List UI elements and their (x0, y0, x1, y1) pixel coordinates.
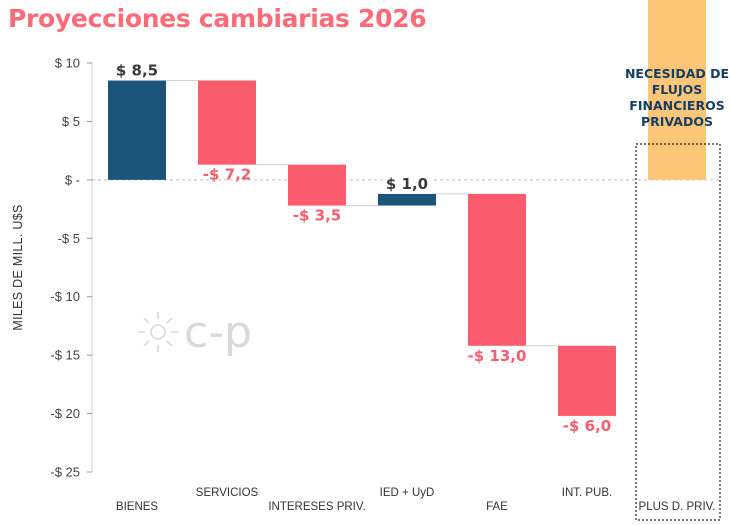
x-tick-label: SERVICIOS (196, 487, 259, 499)
data-label: $ 1,0 (386, 175, 428, 193)
data-label: -$ 7,2 (203, 166, 251, 184)
chart-title: Proyecciones cambiarias 2026 (8, 4, 427, 33)
bar (108, 80, 166, 180)
y-tick-label: $ 10 (55, 56, 80, 71)
x-tick-label: INTERESES PRIV. (268, 501, 365, 513)
bar (198, 80, 256, 165)
bar (468, 193, 526, 346)
bar (288, 164, 346, 206)
y-tick-label: $ - (65, 172, 80, 187)
annotation-line: FLUJOS (652, 82, 703, 97)
x-tick-label: BIENES (116, 501, 159, 513)
annotation-line: PRIVADOS (641, 114, 713, 129)
x-tick-label: PLUS D. PRIV. (639, 501, 716, 513)
bar (648, 0, 706, 180)
data-label: -$ 6,0 (563, 417, 611, 435)
y-tick-label: -$ 5 (58, 231, 80, 246)
watermark-text: c-p (184, 307, 252, 358)
annotation-line: NECESIDAD DE (625, 66, 729, 81)
y-tick-label: -$ 10 (50, 289, 80, 304)
y-tick-label: $ 5 (62, 114, 80, 129)
y-axis-title: MILES DE MILL. U$S (11, 204, 25, 330)
y-tick-label: -$ 25 (50, 465, 80, 480)
x-tick-label: FAE (486, 501, 508, 513)
annotation-line: FINANCIEROS (629, 98, 724, 113)
data-label: $ 8,5 (116, 62, 158, 80)
sun-logo-icon (138, 312, 178, 352)
data-label: -$ 3,5 (293, 207, 341, 225)
bar (378, 193, 436, 206)
x-tick-label: INT. PUB. (562, 487, 612, 499)
y-tick-label: -$ 20 (50, 406, 80, 421)
bar (558, 345, 616, 416)
highlight-box (635, 143, 721, 521)
annotation-text: NECESIDAD DE FLUJOS FINANCIEROS PRIVADOS (625, 66, 729, 129)
watermark: c-p (138, 307, 252, 358)
x-tick-label: IED + UyD (380, 487, 435, 499)
y-tick-label: -$ 15 (50, 348, 80, 363)
data-label-bg (112, 60, 162, 81)
data-label-bg (382, 173, 432, 194)
data-label: -$ 13,0 (468, 347, 527, 365)
